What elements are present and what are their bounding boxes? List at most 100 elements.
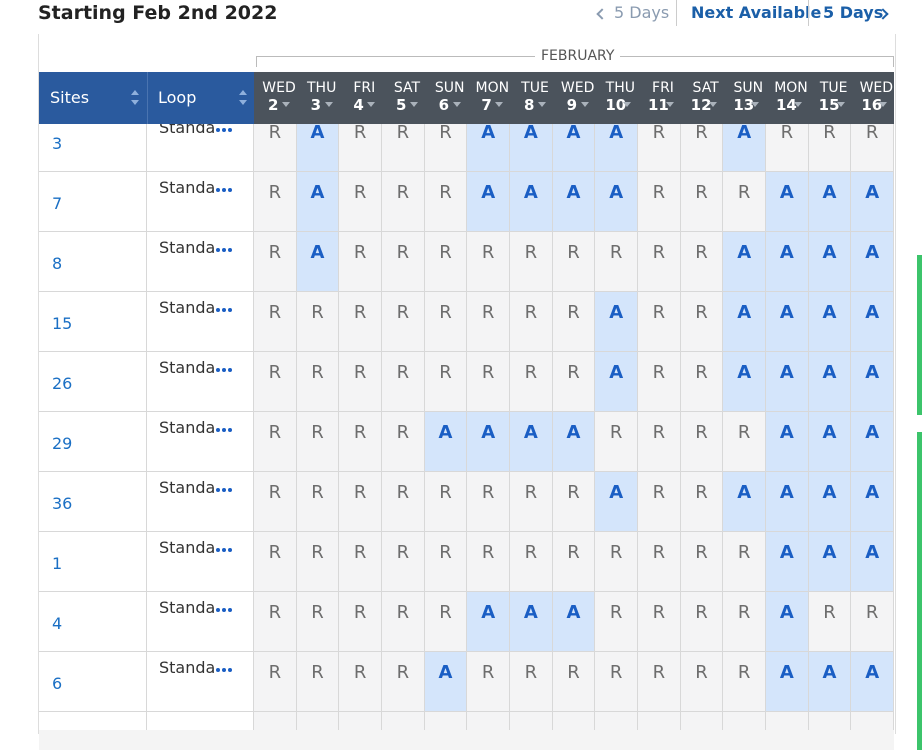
next-button[interactable]: 5 Days bbox=[823, 3, 884, 22]
availability-cell[interactable]: A bbox=[595, 124, 638, 172]
availability-cell[interactable]: A bbox=[808, 172, 852, 232]
availability-cell[interactable]: A bbox=[552, 412, 596, 472]
availability-text: R bbox=[439, 182, 452, 203]
availability-cell[interactable]: A bbox=[766, 232, 809, 292]
more-dot bbox=[228, 428, 232, 432]
availability-cell[interactable]: A bbox=[467, 172, 510, 232]
sort-up bbox=[131, 90, 139, 95]
day-sort bbox=[666, 102, 674, 107]
availability-cell[interactable]: A bbox=[808, 532, 852, 592]
availability-cell[interactable]: A bbox=[723, 232, 766, 292]
prev-button[interactable]: 5 Days bbox=[614, 3, 670, 22]
availability-cell[interactable]: A bbox=[808, 292, 852, 352]
day-cell bbox=[595, 712, 638, 730]
sites-header-text: Sites bbox=[50, 88, 90, 107]
availability-cell[interactable]: A bbox=[851, 472, 894, 532]
availability-cell: R bbox=[424, 352, 468, 412]
availability-cell[interactable]: A bbox=[467, 412, 510, 472]
availability-cell[interactable]: A bbox=[510, 124, 553, 172]
availability-cell[interactable]: A bbox=[723, 352, 766, 412]
availability-text: R bbox=[268, 482, 282, 503]
day-cell bbox=[638, 712, 681, 730]
availability-cell: R bbox=[296, 652, 340, 712]
availability-cell[interactable]: A bbox=[808, 352, 852, 412]
availability-cell[interactable]: A bbox=[723, 472, 766, 532]
availability-cell[interactable]: A bbox=[552, 124, 596, 172]
availability-cell: R bbox=[680, 472, 724, 532]
availability-cell[interactable]: A bbox=[766, 352, 809, 412]
availability-cell: R bbox=[382, 292, 425, 352]
availability-cell[interactable]: A bbox=[851, 232, 894, 292]
availability-cell[interactable]: A bbox=[766, 592, 809, 652]
availability-cell[interactable]: A bbox=[467, 124, 510, 172]
availability-text: R bbox=[396, 362, 410, 383]
availability-cell: R bbox=[296, 472, 340, 532]
more-dot bbox=[222, 128, 226, 132]
availability-text: R bbox=[481, 302, 495, 323]
availability-cell[interactable]: A bbox=[851, 352, 894, 412]
more-dot bbox=[216, 668, 220, 672]
availability-cell[interactable]: A bbox=[723, 124, 766, 172]
availability-cell[interactable]: A bbox=[510, 592, 553, 652]
availability-cell: R bbox=[254, 124, 297, 172]
availability-cell[interactable]: A bbox=[296, 172, 340, 232]
availability-cell[interactable]: A bbox=[851, 292, 894, 352]
availability-cell[interactable]: A bbox=[510, 412, 553, 472]
more-dot bbox=[222, 488, 226, 492]
site-link[interactable]: 4 bbox=[52, 614, 63, 633]
site-link[interactable]: 3 bbox=[52, 134, 63, 153]
availability-cell[interactable]: A bbox=[808, 412, 852, 472]
availability-cell: R bbox=[467, 292, 510, 352]
availability-cell: R bbox=[339, 232, 382, 292]
loop-header[interactable]: Loop bbox=[147, 72, 255, 124]
availability-cell[interactable]: A bbox=[467, 592, 510, 652]
availability-cell[interactable]: A bbox=[552, 172, 596, 232]
availability-cell[interactable]: A bbox=[595, 292, 638, 352]
availability-cell[interactable]: A bbox=[851, 532, 894, 592]
availability-cell[interactable]: A bbox=[510, 172, 553, 232]
availability-cell[interactable]: A bbox=[595, 172, 638, 232]
availability-cell[interactable]: A bbox=[766, 652, 809, 712]
site-link[interactable]: 26 bbox=[52, 374, 73, 393]
availability-cell[interactable]: A bbox=[808, 472, 852, 532]
availability-text: A bbox=[822, 182, 837, 203]
day-sort bbox=[452, 102, 461, 107]
availability-cell[interactable]: A bbox=[296, 232, 340, 292]
availability-cell[interactable]: A bbox=[851, 172, 894, 232]
availability-cell[interactable]: A bbox=[296, 124, 340, 172]
availability-cell[interactable]: A bbox=[595, 352, 638, 412]
availability-cell[interactable]: A bbox=[851, 652, 894, 712]
availability-cell[interactable]: A bbox=[766, 292, 809, 352]
availability-text: R bbox=[396, 482, 410, 503]
site-link[interactable]: 15 bbox=[52, 314, 73, 333]
availability-text: R bbox=[524, 662, 538, 683]
site-link[interactable]: 1 bbox=[52, 554, 63, 573]
more-dot bbox=[228, 488, 232, 492]
sites-header[interactable]: Sites bbox=[39, 72, 147, 124]
availability-cell: R bbox=[552, 472, 596, 532]
site-link[interactable]: 6 bbox=[52, 674, 63, 693]
site-link[interactable]: 29 bbox=[52, 434, 73, 453]
availability-cell[interactable]: A bbox=[766, 172, 809, 232]
page-title: Starting Feb 2nd 2022 bbox=[38, 2, 278, 24]
availability-cell[interactable]: A bbox=[766, 412, 809, 472]
next-available-button[interactable]: Next Available bbox=[691, 3, 822, 22]
availability-cell: R bbox=[638, 592, 681, 652]
availability-cell[interactable]: A bbox=[808, 652, 852, 712]
availability-cell[interactable]: A bbox=[851, 412, 894, 472]
availability-cell[interactable]: A bbox=[723, 292, 766, 352]
availability-cell: R bbox=[296, 352, 340, 412]
availability-cell: R bbox=[424, 232, 468, 292]
availability-text: R bbox=[609, 602, 623, 623]
availability-cell[interactable]: A bbox=[766, 532, 809, 592]
availability-cell[interactable]: A bbox=[595, 472, 638, 532]
site-link[interactable]: 36 bbox=[52, 494, 73, 513]
availability-cell[interactable]: A bbox=[424, 412, 468, 472]
availability-cell[interactable]: A bbox=[552, 592, 596, 652]
availability-cell[interactable]: A bbox=[808, 232, 852, 292]
availability-cell[interactable]: A bbox=[766, 472, 809, 532]
availability-text: R bbox=[268, 242, 282, 263]
site-link[interactable]: 7 bbox=[52, 194, 63, 213]
availability-cell[interactable]: A bbox=[424, 652, 468, 712]
site-link[interactable]: 8 bbox=[52, 254, 63, 273]
